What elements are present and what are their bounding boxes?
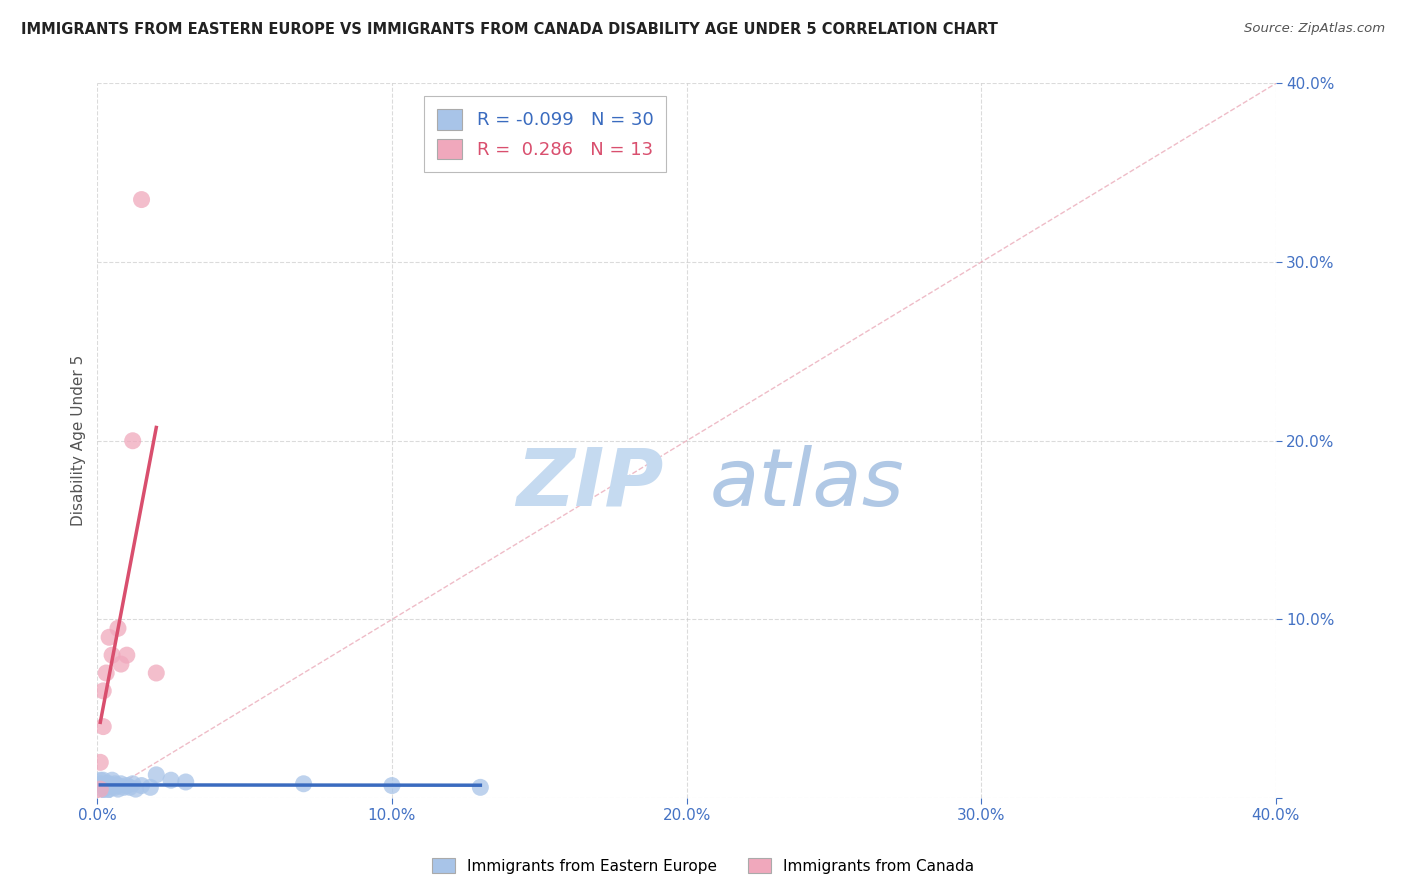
Point — [89, 777, 111, 791]
Point — [96, 777, 118, 791]
Point — [98, 777, 121, 791]
Point — [131, 779, 153, 793]
Point — [107, 782, 129, 797]
Point — [121, 434, 143, 448]
Point — [470, 780, 492, 795]
Point — [101, 648, 124, 662]
Point — [89, 782, 111, 797]
Point — [110, 657, 132, 671]
Point — [139, 780, 162, 795]
Point — [96, 784, 118, 798]
Point — [118, 780, 141, 795]
Point — [110, 777, 132, 791]
Point — [107, 621, 129, 635]
Point — [104, 777, 127, 791]
Point — [91, 782, 114, 797]
Point — [104, 780, 127, 795]
Legend: Immigrants from Eastern Europe, Immigrants from Canada: Immigrants from Eastern Europe, Immigran… — [426, 852, 980, 880]
Point — [107, 779, 129, 793]
Point — [101, 779, 124, 793]
Point — [131, 193, 153, 207]
Point — [292, 777, 315, 791]
Point — [174, 775, 197, 789]
Point — [145, 665, 167, 680]
Point — [115, 648, 138, 662]
Point — [91, 720, 114, 734]
Point — [115, 779, 138, 793]
Point — [112, 780, 135, 795]
Point — [101, 773, 124, 788]
Point — [89, 756, 111, 770]
Point — [381, 779, 404, 793]
Point — [91, 684, 114, 698]
Point — [124, 782, 146, 797]
Point — [98, 782, 121, 797]
Point — [96, 780, 118, 795]
Point — [91, 779, 114, 793]
Legend: R = -0.099   N = 30, R =  0.286   N = 13: R = -0.099 N = 30, R = 0.286 N = 13 — [425, 96, 666, 172]
Text: atlas: atlas — [710, 444, 905, 523]
Point — [160, 773, 183, 788]
Text: IMMIGRANTS FROM EASTERN EUROPE VS IMMIGRANTS FROM CANADA DISABILITY AGE UNDER 5 : IMMIGRANTS FROM EASTERN EUROPE VS IMMIGR… — [21, 22, 998, 37]
Text: Source: ZipAtlas.com: Source: ZipAtlas.com — [1244, 22, 1385, 36]
Point — [98, 630, 121, 644]
Point — [145, 768, 167, 782]
Point — [121, 777, 143, 791]
Y-axis label: Disability Age Under 5: Disability Age Under 5 — [72, 355, 86, 526]
Text: ZIP: ZIP — [516, 444, 664, 523]
Point — [91, 773, 114, 788]
Point — [89, 773, 111, 788]
Point — [96, 665, 118, 680]
